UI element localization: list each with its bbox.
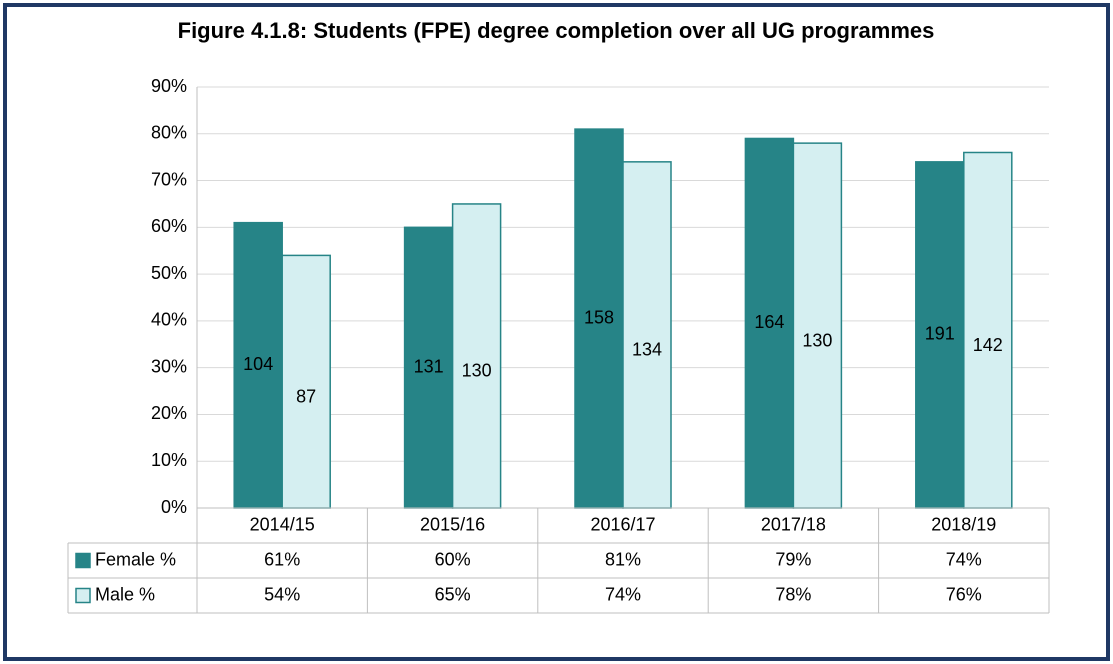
bar	[281, 254, 331, 509]
bar	[451, 203, 502, 509]
table-cell: 65%	[435, 584, 471, 604]
count-label: 164	[754, 312, 784, 332]
bar	[792, 142, 843, 509]
chart-title: Figure 4.1.8: Students (FPE) degree comp…	[178, 18, 935, 43]
y-tick-label: 30%	[151, 356, 187, 376]
count-label: 191	[925, 324, 955, 344]
table-cell: 54%	[264, 584, 300, 604]
table-cell: 76%	[946, 584, 982, 604]
count-label: 130	[802, 330, 832, 350]
y-tick-label: 10%	[151, 450, 187, 470]
count-label: 87	[296, 386, 316, 406]
bar	[963, 151, 1013, 509]
x-tick-label: 2016/17	[590, 514, 655, 534]
table-cell: 79%	[775, 549, 811, 569]
bar	[915, 161, 965, 509]
y-tick-label: 20%	[151, 403, 187, 423]
y-tick-label: 70%	[151, 169, 187, 189]
table-cell: 78%	[775, 584, 811, 604]
count-label: 134	[632, 340, 662, 360]
y-tick-label: 90%	[151, 76, 187, 96]
bar	[574, 128, 624, 509]
legend-key	[75, 552, 91, 569]
table-cell: 74%	[946, 549, 982, 569]
legend-label: Female %	[95, 549, 176, 569]
table-cell: 61%	[264, 549, 300, 569]
count-label: 104	[243, 354, 273, 374]
count-label: 158	[584, 307, 614, 327]
y-tick-label: 80%	[151, 123, 187, 143]
bar	[622, 161, 672, 509]
x-tick-label: 2017/18	[761, 514, 826, 534]
table-cell: 81%	[605, 549, 641, 569]
x-tick-label: 2018/19	[931, 514, 996, 534]
table-cell: 74%	[605, 584, 641, 604]
count-label: 130	[462, 361, 492, 381]
bar	[233, 221, 283, 509]
table-cell: 60%	[435, 549, 471, 569]
count-label: 131	[414, 356, 444, 376]
y-tick-label: 0%	[161, 497, 187, 517]
y-tick-label: 60%	[151, 216, 187, 236]
y-tick-label: 50%	[151, 263, 187, 283]
legend-key	[75, 587, 91, 604]
x-tick-label: 2014/15	[250, 514, 315, 534]
x-tick-label: 2015/16	[420, 514, 485, 534]
count-label: 142	[973, 335, 1003, 355]
y-tick-label: 40%	[151, 310, 187, 330]
legend-label: Male %	[95, 584, 155, 604]
bar	[744, 137, 795, 509]
